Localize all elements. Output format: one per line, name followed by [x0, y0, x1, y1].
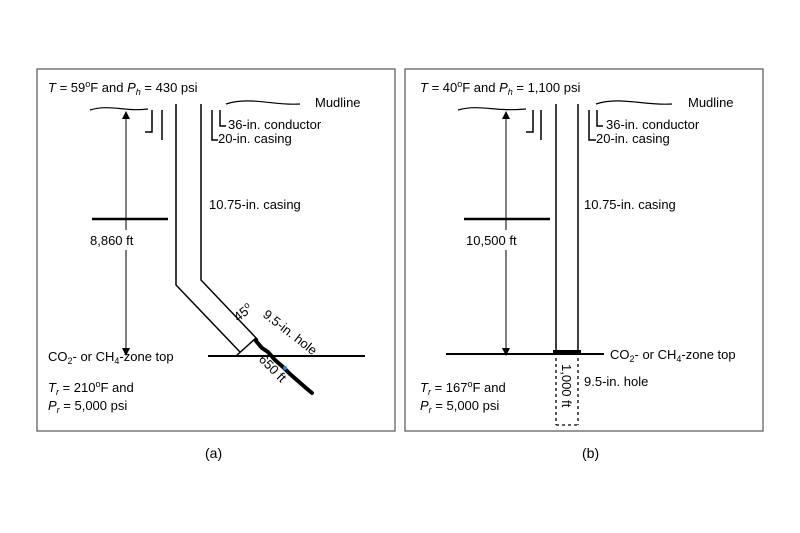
panel-a-header: T = 59oF and Ph = 430 psi [48, 79, 198, 97]
panel-a-frame [36, 68, 396, 432]
panel-a-open-hole [254, 339, 314, 395]
panel-a-casing-right [200, 104, 259, 341]
panel-a-mudline-line [89, 100, 301, 111]
panel-a-zone-top-label: CO2- or CH4-zone top [48, 349, 174, 366]
panel-b-header: T = 40oF and Ph = 1,100 psi [420, 79, 580, 97]
panel-b-conductor-label: 36-in. conductor [606, 117, 700, 132]
panel-b-depth-label-bg [462, 230, 550, 250]
panel-a-depth-label: 8,860 ft [90, 233, 134, 248]
panel-b-mudline-label: Mudline [688, 95, 734, 110]
panel-b-length-label: 1,000 ft [559, 364, 574, 408]
panel-a-hole-label: 9.5-in. hole [260, 307, 320, 358]
panel-b-casing20-label: 20-in. casing [596, 131, 670, 146]
panel-a-caption: (a) [205, 445, 222, 461]
panel-a-casing20-label: 20-in. casing [218, 131, 292, 146]
panel-b-depth-label: 10,500 ft [466, 233, 517, 248]
panel-b-frame [404, 68, 764, 432]
panel-a-reservoir-temp: Tr = 210oF and [48, 379, 134, 397]
panel-a-hole-marker [283, 366, 287, 370]
panel-b: T = 40oF and Ph = 1,100 psi Mudline 36-i… [404, 68, 764, 461]
panel-b-reservoir-temp: Tr = 167oF and [420, 379, 506, 397]
panel-a-casing-left [175, 104, 241, 353]
panel-b-zone-top-label: CO2- or CH4-zone top [610, 347, 736, 364]
panel-a-reservoir-pressure: Pr = 5,000 psi [48, 398, 127, 415]
panel-a: T = 59oF and Ph = 430 psi Mudline 36-in.… [36, 68, 396, 461]
panel-b-casing20-right [588, 110, 596, 141]
panel-b-reservoir-pressure: Pr = 5,000 psi [420, 398, 499, 415]
panel-b-conductor-left [526, 110, 534, 133]
panel-b-mudline-line [457, 100, 673, 111]
panel-b-conductor-right [596, 110, 603, 127]
panel-a-casing20-right [211, 110, 218, 141]
panel-a-conductor-right [219, 110, 226, 127]
panel-a-depth-label-bg [86, 230, 168, 250]
panel-a-mudline-label: Mudline [315, 95, 361, 110]
panel-a-conductor-label: 36-in. conductor [228, 117, 322, 132]
panel-a-angle-label: 45o [230, 300, 255, 325]
panel-b-casing-shoe [553, 350, 581, 355]
panel-b-casing1075-label: 10.75-in. casing [584, 197, 676, 212]
panel-a-casing1075-label: 10.75-in. casing [209, 197, 301, 212]
panel-a-conductor-left [145, 110, 153, 133]
panel-a-angle-mark [235, 337, 257, 357]
panel-b-caption: (b) [582, 445, 599, 461]
panel-b-hole-label: 9.5-in. hole [584, 374, 648, 389]
